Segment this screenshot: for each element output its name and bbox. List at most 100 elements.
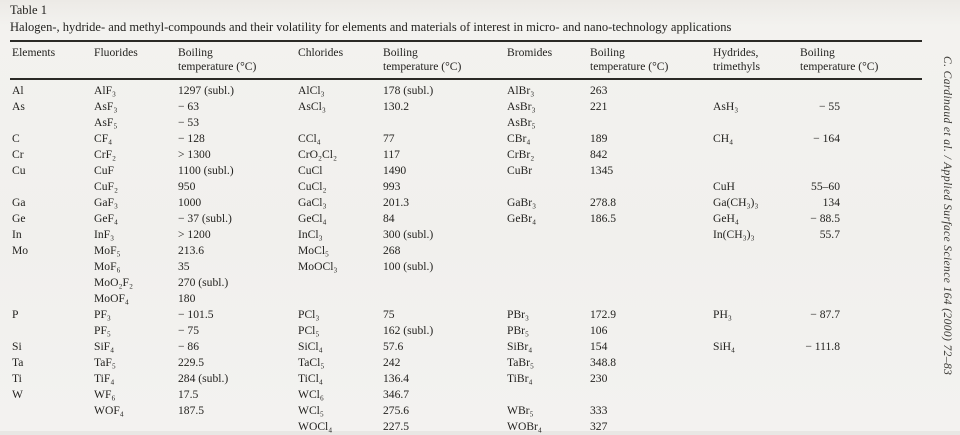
table-cell: Cr: [12, 148, 24, 161]
table-cell: AlCl₃: [298, 84, 325, 97]
table-cell: [588, 115, 711, 131]
table-cell: AsH₃: [713, 100, 739, 113]
table-row: AsF₅ − 53 AsBr₅: [10, 115, 922, 131]
table-cell: [588, 243, 711, 259]
table-cell: − 164: [813, 132, 840, 145]
table-cell: WF₆: [94, 388, 116, 401]
table-row: Al AlF₃ 1297 (subl.) AlCl₃ 178 (subl.) AlBr₃ 2…: [10, 79, 922, 99]
table-cell: [10, 179, 92, 195]
table-cell: − 128: [178, 132, 205, 145]
table-cell: WOBr₄: [507, 420, 542, 433]
table-cell: PCl₅: [298, 324, 320, 337]
column-header-chlorides: Chlorides: [296, 41, 381, 80]
table-cell: GeH₄: [713, 212, 739, 225]
table-cell: [296, 115, 381, 131]
table-cell: 270 (subl.): [178, 276, 229, 289]
table-cell: [588, 227, 711, 243]
table-cell: [92, 419, 176, 435]
table-cell: C: [12, 132, 20, 145]
table-cell: CrO₂Cl₂: [298, 148, 338, 161]
column-header-hydrides-boiling-temp: Boiling temperature (°C): [798, 41, 922, 80]
table-cell: [10, 323, 92, 339]
table-cell: TaCl₅: [298, 356, 325, 369]
table-cell: [711, 147, 798, 163]
table-cell: − 101.5: [178, 308, 214, 321]
table-cell: 213.6: [178, 244, 205, 257]
table-cell: [711, 243, 798, 259]
table-cell: 1490: [383, 164, 407, 177]
table-cell: [381, 291, 505, 307]
table-cell: PF₃: [94, 308, 111, 321]
table-cell: CuBr: [507, 164, 533, 177]
table-cell: GeBr₄: [507, 212, 537, 225]
table-caption-label: Table 1: [10, 3, 47, 17]
table-cell: [10, 115, 92, 131]
table-cell: 134: [822, 196, 840, 209]
journal-citation-vertical: C. Cardinaud et al. / Applied Surface Sc…: [941, 55, 953, 376]
table-cell: 55.7: [819, 228, 840, 241]
table-cell: GeF₄: [94, 212, 119, 225]
table-cell: 172.9: [590, 308, 617, 321]
table-cell: 84: [383, 212, 395, 225]
table-cell: AlF₃: [94, 84, 117, 97]
table-cell: 57.6: [383, 340, 404, 353]
column-header-bromides: Bromides: [505, 41, 588, 80]
table-cell: 35: [178, 260, 190, 273]
table-row: Ga GaF₃ 1000 GaCl₃ 201.3 GaBr₃ 278.8 Ga(CH₃)₃ 13…: [10, 195, 922, 211]
column-header-chlorides-boiling-temp: Boiling temperature (°C): [381, 41, 505, 80]
table-cell: TiF₄: [94, 372, 115, 385]
table-cell: [798, 243, 922, 259]
table-cell: 187.5: [178, 404, 205, 417]
table-cell: − 86: [178, 340, 200, 353]
table-cell: AsBr₃: [507, 100, 536, 113]
table-cell: 230: [590, 372, 608, 385]
table-cell: 100 (subl.): [383, 260, 434, 273]
table-cell: MoOCl₃: [298, 260, 338, 273]
table-cell: 221: [590, 100, 608, 113]
table-cell: WBr₅: [507, 404, 534, 417]
table-cell: CrF₂: [94, 148, 117, 161]
table-cell: MoCl₅: [298, 244, 330, 257]
table-cell: InCl₃: [298, 228, 323, 241]
table-cell: [711, 371, 798, 387]
table-cell: TaF₅: [94, 356, 116, 369]
table-cell: Si: [12, 340, 22, 353]
table-cell: > 1200: [178, 228, 211, 241]
table-cell: SiF₄: [94, 340, 115, 353]
table-cell: [711, 115, 798, 131]
table-cell: [798, 147, 922, 163]
table-cell: [798, 355, 922, 371]
table-cell: [505, 227, 588, 243]
table-cell: CH₄: [713, 132, 734, 145]
table-cell: [381, 115, 505, 131]
table-cell: [711, 387, 798, 403]
table-cell: [798, 291, 922, 307]
table-cell: W: [12, 388, 23, 401]
table-cell: TiCl₄: [298, 372, 323, 385]
table-cell: [296, 291, 381, 307]
table-row: Cu CuF 1100 (subl.) CuCl 1490 CuBr 1345: [10, 163, 922, 179]
table-cell: 227.5: [383, 420, 410, 433]
table-cell: > 1300: [178, 148, 211, 161]
table-cell: PCl₃: [298, 308, 320, 321]
table-cell: [505, 291, 588, 307]
table-cell: [10, 275, 92, 291]
table-row: Ti TiF₄ 284 (subl.) TiCl₄ 136.4 TiBr₄ 230: [10, 371, 922, 387]
table-cell: [10, 403, 92, 419]
table-cell: TiBr₄: [507, 372, 533, 385]
table-cell: 154: [590, 340, 608, 353]
table-body: Al AlF₃ 1297 (subl.) AlCl₃ 178 (subl.) AlBr₃ 2…: [10, 79, 922, 435]
table-cell: [505, 243, 588, 259]
table-cell: − 111.8: [805, 340, 840, 353]
table-cell: 229.5: [178, 356, 205, 369]
table-cell: − 37 (subl.): [178, 212, 232, 225]
table-cell: AsCl₃: [298, 100, 326, 113]
table-cell: 130.2: [383, 100, 410, 113]
table-cell: [711, 323, 798, 339]
table-row: Ge GeF₄ − 37 (subl.) GeCl₄ 84 GeBr₄ 186.5 GeH₄ −…: [10, 211, 922, 227]
table-cell: − 63: [178, 100, 200, 113]
table-cell: GeCl₄: [298, 212, 327, 225]
table-cell: P: [12, 308, 19, 321]
table-cell: [505, 179, 588, 195]
